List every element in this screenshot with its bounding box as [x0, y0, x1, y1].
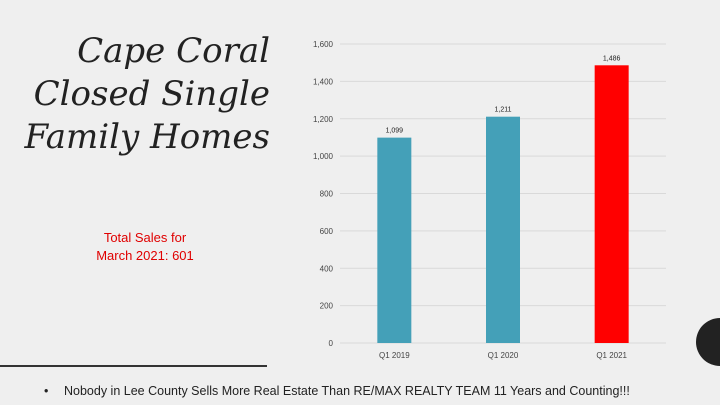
data-label: 1,211	[495, 107, 512, 114]
data-label: 1,486	[603, 55, 621, 62]
x-tick-label: Q1 2020	[488, 351, 519, 360]
y-tick-label: 800	[320, 190, 334, 199]
y-tick-label: 1,600	[313, 40, 334, 49]
sales-note-line-1: Total Sales for	[103, 230, 187, 245]
total-sales-note: Total Sales for March 2021: 601	[70, 229, 220, 265]
y-tick-label: 400	[320, 264, 334, 273]
y-tick-label: 600	[320, 227, 334, 236]
title-line-1: Cape Coral	[77, 31, 270, 71]
corner-circle	[696, 318, 720, 366]
bullet-icon: •	[44, 384, 49, 398]
x-axis-ticks: Q1 2019 Q1 2020 Q1 2021	[379, 351, 628, 360]
sales-note-line-2: March 2021: 601	[96, 248, 194, 263]
data-label: 1,099	[386, 128, 404, 135]
title-line-3: Family Homes	[24, 117, 271, 157]
footer-note: • Nobody in Lee County Sells More Real Es…	[44, 384, 714, 398]
bars	[377, 65, 629, 344]
divider-line	[0, 365, 267, 367]
title-line-2: Closed Single	[33, 74, 270, 114]
bar	[486, 116, 520, 344]
y-tick-label: 200	[320, 302, 334, 311]
y-axis-ticks: 0 200 400 600 800 1,000 1,200 1,400 1,600	[313, 40, 334, 348]
y-tick-label: 1,400	[313, 77, 334, 86]
slide-title: Cape Coral Closed Single Family Homes	[8, 30, 271, 159]
data-labels: 1,099 1,211 1,486	[386, 55, 621, 134]
footer-text: Nobody in Lee County Sells More Real Est…	[64, 384, 630, 398]
y-tick-label: 0	[329, 339, 334, 348]
y-tick-label: 1,200	[313, 115, 334, 124]
x-tick-label: Q1 2021	[596, 351, 627, 360]
x-tick-label: Q1 2019	[379, 351, 410, 360]
y-tick-label: 1,000	[313, 152, 334, 161]
bar	[594, 65, 629, 344]
bar	[377, 137, 412, 343]
